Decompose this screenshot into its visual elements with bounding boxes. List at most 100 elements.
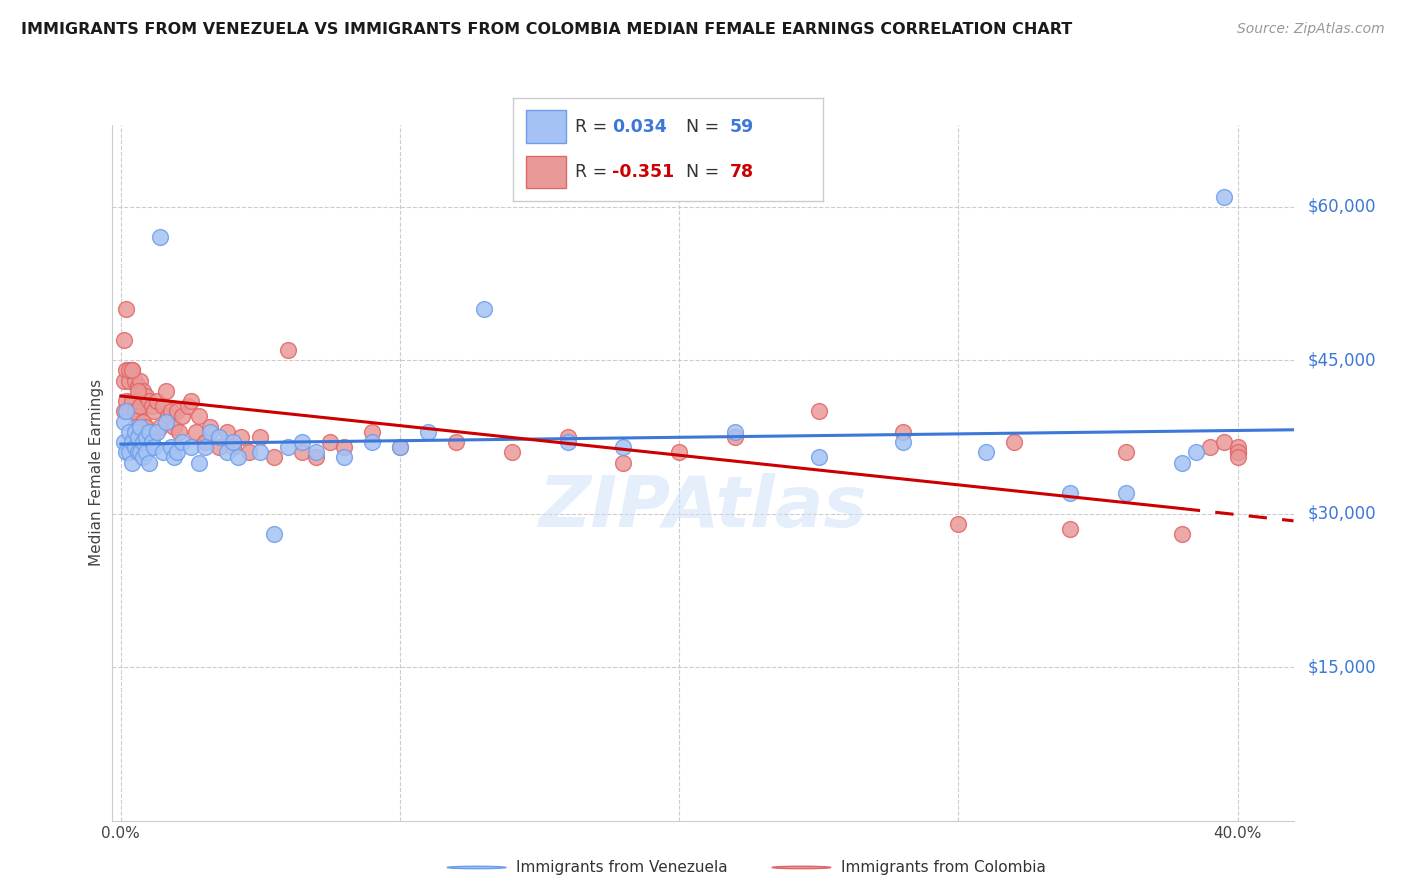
Point [277, 343, 299, 357]
Point [138, 456, 160, 470]
Text: N =: N = [686, 118, 725, 136]
Point [118, 425, 141, 439]
Point [155, 384, 177, 398]
Point [146, 425, 169, 439]
Point [135, 430, 157, 444]
Point [472, 301, 495, 316]
Point [141, 435, 163, 450]
Point [249, 430, 271, 444]
Point [188, 456, 211, 470]
Point [1198, 440, 1220, 454]
Text: $45,000: $45,000 [1308, 351, 1376, 369]
Circle shape [772, 866, 831, 869]
Bar [526, 155, 565, 188]
Point [389, 440, 412, 454]
Point [121, 394, 143, 409]
Point [169, 425, 191, 439]
Text: ZIPAtlas: ZIPAtlas [538, 473, 868, 542]
Text: $60,000: $60,000 [1308, 198, 1376, 216]
Point [166, 404, 188, 418]
Point [319, 435, 342, 450]
Point [121, 456, 143, 470]
Point [143, 440, 166, 454]
Point [118, 445, 141, 459]
Point [155, 415, 177, 429]
Point [557, 435, 579, 450]
Point [172, 409, 194, 424]
Point [152, 399, 174, 413]
Point [444, 435, 467, 450]
Point [112, 435, 135, 450]
Point [1226, 450, 1249, 465]
Text: Immigrants from Colombia: Immigrants from Colombia [841, 860, 1046, 875]
Point [207, 430, 229, 444]
Point [1226, 445, 1249, 459]
Point [132, 435, 155, 450]
Point [361, 425, 384, 439]
Point [127, 430, 149, 444]
Text: R =: R = [575, 163, 613, 181]
Point [141, 399, 163, 413]
Point [149, 419, 172, 434]
Point [127, 409, 149, 424]
Text: Immigrants from Venezuela: Immigrants from Venezuela [516, 860, 728, 875]
Point [1184, 445, 1206, 459]
Point [948, 516, 970, 531]
Point [249, 445, 271, 459]
Point [163, 419, 186, 434]
Point [277, 440, 299, 454]
Point [135, 419, 157, 434]
Point [1226, 440, 1249, 454]
Point [127, 384, 149, 398]
Point [129, 445, 152, 459]
Point [333, 440, 356, 454]
Point [115, 394, 138, 409]
Point [291, 435, 314, 450]
Y-axis label: Median Female Earnings: Median Female Earnings [89, 379, 104, 566]
Point [121, 363, 143, 377]
Point [132, 415, 155, 429]
Point [724, 430, 747, 444]
Point [557, 430, 579, 444]
Point [1002, 435, 1025, 450]
Point [177, 399, 200, 413]
Point [118, 363, 141, 377]
Point [188, 409, 211, 424]
Point [132, 450, 155, 465]
Point [138, 425, 160, 439]
Text: IMMIGRANTS FROM VENEZUELA VS IMMIGRANTS FROM COLOMBIA MEDIAN FEMALE EARNINGS COR: IMMIGRANTS FROM VENEZUELA VS IMMIGRANTS … [21, 22, 1073, 37]
Point [612, 456, 634, 470]
Point [238, 445, 260, 459]
Text: N =: N = [686, 163, 725, 181]
Text: 0.034: 0.034 [612, 118, 666, 136]
Point [1171, 456, 1194, 470]
Point [124, 425, 146, 439]
Text: R =: R = [575, 118, 613, 136]
Point [124, 404, 146, 418]
Point [118, 374, 141, 388]
Point [132, 384, 155, 398]
Point [143, 404, 166, 418]
Point [891, 435, 914, 450]
Point [160, 404, 183, 418]
Point [129, 399, 152, 413]
Point [152, 445, 174, 459]
Point [807, 450, 830, 465]
Point [135, 445, 157, 459]
Point [115, 363, 138, 377]
Text: 78: 78 [730, 163, 754, 181]
Point [163, 450, 186, 465]
Point [166, 445, 188, 459]
Point [118, 404, 141, 418]
Point [416, 425, 439, 439]
Point [127, 378, 149, 392]
Point [305, 450, 328, 465]
Point [129, 374, 152, 388]
Point [221, 440, 243, 454]
Point [129, 419, 152, 434]
Point [226, 450, 249, 465]
Point [668, 445, 690, 459]
Point [124, 440, 146, 454]
Point [115, 301, 138, 316]
Point [263, 450, 285, 465]
